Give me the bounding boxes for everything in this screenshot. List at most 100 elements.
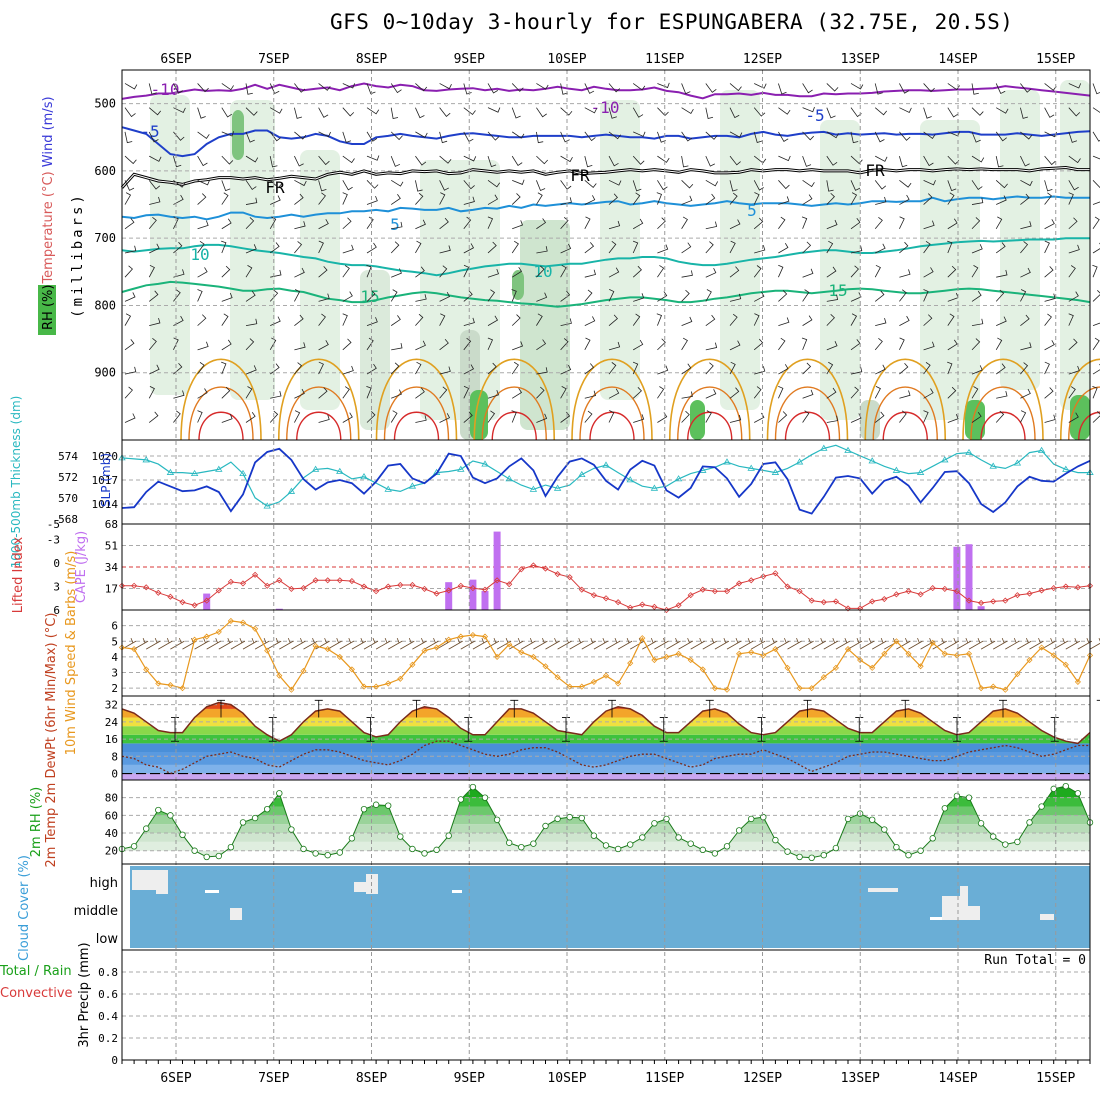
- wind-barb: [390, 315, 401, 326]
- lifted-index-point: [252, 571, 259, 578]
- thickness-point: [892, 466, 901, 473]
- wind-barb: [850, 131, 859, 144]
- wind-speed-point: [869, 664, 876, 671]
- surface-wind-barb: [472, 637, 488, 650]
- wind-barb: [995, 156, 1004, 168]
- temp-tick-label: 32: [105, 699, 118, 712]
- wind-barb: [149, 155, 162, 162]
- isotherm-25: [286, 386, 352, 441]
- minmax-bar: [705, 699, 714, 718]
- wind-speed-point: [1038, 644, 1045, 651]
- precip-tick-label: 0.2: [98, 1032, 118, 1045]
- rh-point: [651, 820, 658, 827]
- surface-wind-barb: [521, 637, 536, 650]
- wind-barb: [511, 388, 523, 399]
- wind-barb: [681, 83, 691, 95]
- wind-barb: [971, 290, 982, 302]
- wind-barb: [802, 179, 815, 188]
- minmax-bar: [608, 699, 616, 718]
- isotherm-30: [296, 411, 342, 441]
- wind-speed-point: [385, 680, 392, 687]
- li-tick-label: 6: [53, 604, 60, 617]
- wind-barb: [850, 265, 859, 278]
- isotherm-20: [571, 358, 653, 441]
- wind-barb: [536, 155, 548, 165]
- wind-barb: [342, 313, 348, 326]
- wind-speed-point: [953, 652, 960, 659]
- wind-barb: [656, 192, 663, 205]
- lifted-index-point: [1002, 597, 1009, 604]
- wind-barb: [124, 131, 133, 144]
- rh-point: [179, 831, 186, 839]
- wind-barb: [705, 83, 717, 93]
- wind-barb: [1068, 313, 1074, 326]
- wind-barb: [560, 290, 571, 302]
- rh-color-band: [122, 786, 1090, 789]
- wind-speed-point: [1050, 652, 1057, 659]
- wind-barb: [342, 291, 353, 302]
- wind-barb: [390, 107, 399, 119]
- wind-barb: [1068, 386, 1076, 399]
- wind-barb: [197, 240, 205, 254]
- surface-wind-barb: [593, 637, 609, 650]
- wind-barb: [536, 265, 545, 278]
- cloud-cell: [452, 890, 462, 893]
- isotherm-label: -10: [151, 80, 180, 99]
- thickness-point: [215, 465, 223, 472]
- wind-barb: [197, 179, 210, 186]
- lifted-index-point: [953, 588, 960, 595]
- wind-speed-point: [578, 683, 585, 690]
- rh-shade: [920, 120, 980, 420]
- wind-barb: [487, 107, 501, 113]
- isotherm-30: [980, 411, 1026, 441]
- wind-barb: [463, 180, 475, 190]
- temp-line: [121, 701, 1091, 745]
- wind-barb: [487, 315, 499, 326]
- wind-barb: [294, 314, 304, 326]
- rh-point: [518, 844, 525, 851]
- wind-barb: [681, 363, 692, 375]
- wind-barb: [947, 386, 957, 399]
- wind-barb: [415, 155, 427, 166]
- wind-barb: [245, 290, 256, 302]
- rh-point: [675, 834, 682, 841]
- lifted-index-point: [1086, 582, 1094, 589]
- wind-barb: [826, 131, 839, 139]
- wind-barb: [415, 340, 426, 351]
- wind-barb: [899, 216, 905, 229]
- wind-barb: [681, 316, 693, 327]
- isotherm-label: 10: [533, 262, 552, 281]
- wind-barb: [705, 342, 718, 351]
- wind-barb: [173, 156, 182, 168]
- wind-barb: [173, 194, 184, 205]
- wind-barb: [1068, 265, 1076, 278]
- wind-barb: [632, 155, 645, 165]
- surface-wind-barb: [763, 637, 778, 650]
- lifted-index-point: [300, 585, 307, 592]
- wind-barb: [899, 156, 908, 168]
- wind-barb: [632, 107, 644, 118]
- li-axis-label: Lifted Index: [11, 536, 26, 613]
- wind-barb: [632, 192, 641, 205]
- surface-wind-barb: [206, 637, 221, 650]
- wind-barb: [342, 131, 352, 143]
- rh-point: [312, 850, 319, 857]
- isotherm-30: [491, 411, 537, 441]
- wind-speed-point: [215, 628, 222, 635]
- wind-barb: [148, 131, 159, 143]
- surface-wind-barb: [1029, 637, 1044, 650]
- wind-barb: [802, 241, 812, 254]
- lifted-index-point: [711, 588, 718, 595]
- wind-speed-point: [602, 672, 610, 679]
- lifted-index-point: [929, 585, 936, 592]
- wind-barb: [657, 412, 668, 423]
- thickness-point: [844, 446, 852, 453]
- wind-tick-label: 5: [111, 635, 118, 648]
- wind-barb: [221, 192, 229, 205]
- lifted-index-point: [627, 604, 634, 611]
- wind-barb: [947, 413, 959, 423]
- wind-barb: [995, 107, 1009, 114]
- cape-bar: [469, 579, 477, 610]
- wind-barb: [802, 106, 815, 113]
- thickness-point: [965, 448, 973, 455]
